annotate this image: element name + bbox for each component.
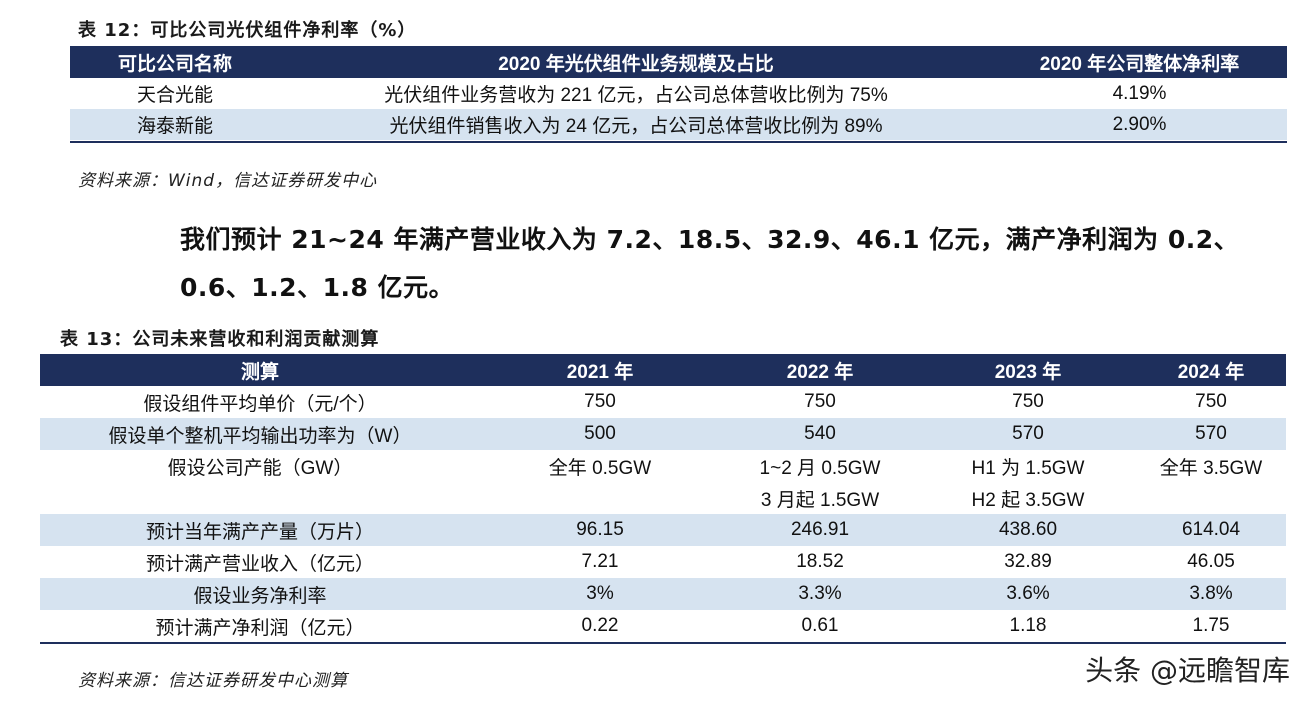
table-cell: 46.05 bbox=[1187, 551, 1235, 572]
table-row: 预计当年满产产量（万片） 96.15 246.91 438.60 614.04 bbox=[40, 514, 1286, 546]
table-cell: H2 起 3.5GW bbox=[971, 489, 1085, 511]
table-cell: 1.18 bbox=[1009, 615, 1047, 636]
table13-header-cell: 2023 年 bbox=[920, 354, 1136, 386]
table-cell: 750 bbox=[1012, 391, 1044, 412]
table-cell: 假设组件平均单价（元/个） bbox=[143, 393, 377, 415]
table-cell: 246.91 bbox=[720, 514, 920, 546]
table-cell: 540 bbox=[720, 418, 920, 450]
table13-header-cell: 测算 bbox=[40, 354, 480, 386]
table12-header-cell: 可比公司名称 bbox=[70, 46, 280, 78]
table-cell: 3.8% bbox=[1136, 578, 1286, 610]
table13-header-cell: 2024 年 bbox=[1136, 354, 1286, 386]
table12-source: 资料来源：Wind，信达证券研发中心 bbox=[78, 171, 378, 191]
table-cell: 750 bbox=[1195, 391, 1227, 412]
table-row: 3 月起 1.5GW H2 起 3.5GW bbox=[40, 482, 1286, 514]
table-cell: 假设业务净利率 bbox=[40, 578, 480, 610]
table-cell: 3% bbox=[480, 578, 720, 610]
table-cell: 3 月起 1.5GW bbox=[760, 489, 880, 511]
table13-header-cell: 2022 年 bbox=[720, 354, 920, 386]
table-cell: H1 为 1.5GW bbox=[971, 457, 1085, 479]
table-cell: 32.89 bbox=[1004, 551, 1052, 572]
table-row: 预计满产净利润（亿元） 0.22 0.61 1.18 1.75 bbox=[40, 610, 1286, 642]
table-cell: 4.19% bbox=[1112, 82, 1167, 104]
table-cell: 0.22 bbox=[581, 615, 619, 636]
table-cell: 570 bbox=[920, 418, 1136, 450]
table13-caption: 表 13：公司未来营收和利润贡献测算 bbox=[60, 329, 380, 350]
table-cell: 614.04 bbox=[1136, 514, 1286, 546]
table-cell: 750 bbox=[584, 391, 616, 412]
table12-header-cell: 2020 年光伏组件业务规模及占比 bbox=[280, 46, 992, 78]
table-row: 预计满产营业收入（亿元） 7.21 18.52 32.89 46.05 bbox=[40, 546, 1286, 578]
table-cell bbox=[40, 482, 480, 514]
table12: 可比公司名称 2020 年光伏组件业务规模及占比 2020 年公司整体净利率 天… bbox=[70, 46, 1287, 140]
table12-header-row: 可比公司名称 2020 年光伏组件业务规模及占比 2020 年公司整体净利率 bbox=[70, 46, 1287, 78]
table-cell: 光伏组件业务营收为 221 亿元，占公司总体营收比例为 75% bbox=[384, 85, 888, 106]
table-cell: 假设公司产能（GW） bbox=[167, 457, 353, 479]
table-cell: 570 bbox=[1136, 418, 1286, 450]
watermark: 头条 @远瞻智库 bbox=[1085, 654, 1290, 687]
table-cell bbox=[480, 482, 720, 514]
table-cell: 预计满产净利润（亿元） bbox=[155, 617, 365, 639]
table-row: 海泰新能 光伏组件销售收入为 24 亿元，占公司总体营收比例为 89% 2.90… bbox=[70, 109, 1287, 140]
table13-header-cell: 2021 年 bbox=[480, 354, 720, 386]
table-row: 假设组件平均单价（元/个） 750 750 750 750 bbox=[40, 386, 1286, 418]
table13-source: 资料来源：信达证券研发中心测算 bbox=[78, 671, 348, 691]
table-cell: 天合光能 bbox=[136, 85, 213, 106]
table-cell: 3.6% bbox=[920, 578, 1136, 610]
table-cell: 438.60 bbox=[920, 514, 1136, 546]
body-paragraph: 我们预计 21~24 年满产营业收入为 7.2、18.5、32.9、46.1 亿… bbox=[180, 225, 1240, 302]
table-cell: 全年 0.5GW bbox=[548, 457, 652, 479]
table-cell bbox=[1136, 482, 1286, 514]
table-cell: 96.15 bbox=[480, 514, 720, 546]
table-cell: 光伏组件销售收入为 24 亿元，占公司总体营收比例为 89% bbox=[280, 109, 992, 140]
table-cell: 预计满产营业收入（亿元） bbox=[145, 553, 374, 575]
table-row: 天合光能 光伏组件业务营收为 221 亿元，占公司总体营收比例为 75% 4.1… bbox=[70, 78, 1287, 109]
table-row: 假设公司产能（GW） 全年 0.5GW 1~2 月 0.5GW H1 为 1.5… bbox=[40, 450, 1286, 482]
table-row: 假设业务净利率 3% 3.3% 3.6% 3.8% bbox=[40, 578, 1286, 610]
table12-caption: 表 12：可比公司光伏组件净利率（%） bbox=[78, 20, 417, 41]
table13-header-row: 测算 2021 年 2022 年 2023 年 2024 年 bbox=[40, 354, 1286, 386]
table12-bottom-rule bbox=[70, 141, 1287, 143]
table-cell: 海泰新能 bbox=[70, 109, 280, 140]
table-cell: 预计当年满产产量（万片） bbox=[40, 514, 480, 546]
table-cell: 2.90% bbox=[992, 109, 1287, 140]
table-cell: 1~2 月 0.5GW bbox=[759, 457, 881, 479]
table-cell: 3.3% bbox=[720, 578, 920, 610]
table-cell: 18.52 bbox=[796, 551, 844, 572]
table-cell: 全年 3.5GW bbox=[1159, 457, 1263, 479]
table-cell: 0.61 bbox=[801, 615, 839, 636]
table-row: 假设单个整机平均输出功率为（W） 500 540 570 570 bbox=[40, 418, 1286, 450]
table-cell: 750 bbox=[804, 391, 836, 412]
table-cell: 7.21 bbox=[581, 551, 619, 572]
table12-header-cell: 2020 年公司整体净利率 bbox=[992, 46, 1287, 78]
table13: 测算 2021 年 2022 年 2023 年 2024 年 假设组件平均单价（… bbox=[40, 354, 1286, 642]
table13-bottom-rule bbox=[40, 642, 1286, 644]
table-cell: 500 bbox=[480, 418, 720, 450]
table-cell: 假设单个整机平均输出功率为（W） bbox=[40, 418, 480, 450]
table-cell: 1.75 bbox=[1192, 615, 1230, 636]
